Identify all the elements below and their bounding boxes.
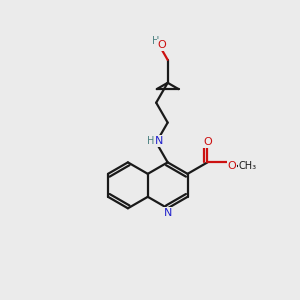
Text: O: O — [158, 40, 166, 50]
Text: H: H — [147, 136, 155, 146]
Text: O: O — [203, 137, 212, 147]
Text: O: O — [227, 161, 236, 171]
Text: N: N — [155, 136, 163, 146]
Text: N: N — [164, 208, 172, 218]
Text: H: H — [152, 36, 160, 46]
Text: CH₃: CH₃ — [238, 161, 257, 171]
